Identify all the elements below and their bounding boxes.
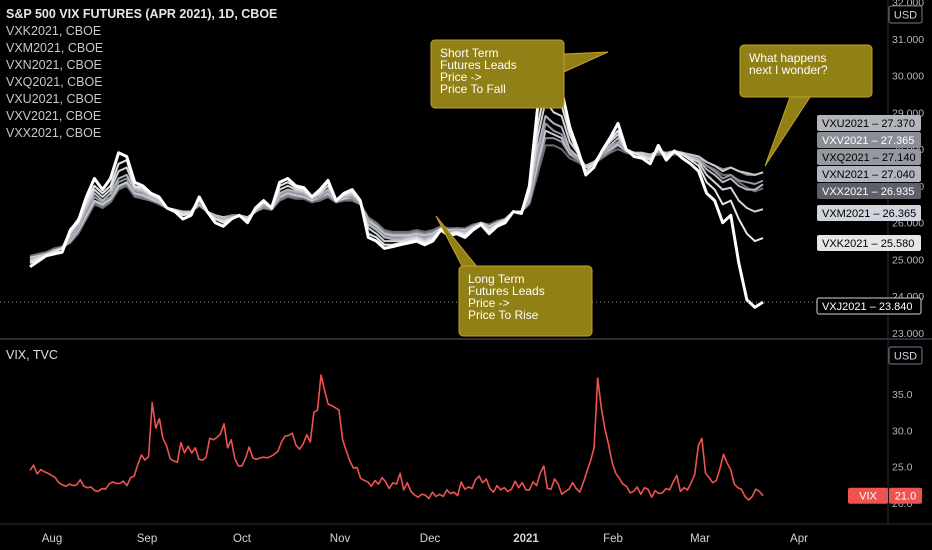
vix-last-value: 21.0 bbox=[895, 491, 916, 503]
annotation-text: Price To Rise bbox=[468, 308, 539, 322]
vix-chart-title: VIX, TVC bbox=[6, 348, 58, 362]
price-label-badge bbox=[817, 205, 921, 221]
price-axis-tick-label: 31.000 bbox=[892, 34, 924, 46]
annotation-text: Futures Leads bbox=[468, 284, 545, 298]
vix-axis-tick-label: 25.0 bbox=[892, 462, 913, 474]
usd-badge-main-label: USD bbox=[894, 10, 917, 22]
time-axis-tick-label: Sep bbox=[137, 533, 157, 545]
price-label-badge bbox=[817, 235, 921, 251]
price-label-badge bbox=[817, 166, 921, 182]
price-label-text: VXN2021 – 27.040 bbox=[822, 169, 915, 181]
time-axis-tick-label: 2021 bbox=[513, 533, 539, 545]
price-label-badge bbox=[817, 132, 921, 148]
price-axis-tick-label: 23.000 bbox=[892, 328, 924, 340]
legend-item: VXN2021, CBOE bbox=[6, 58, 102, 72]
price-label-text: VXX2021 – 26.935 bbox=[822, 186, 914, 198]
vix-axis-tick-label: 30.0 bbox=[892, 425, 913, 437]
price-axis-tick-label: 30.000 bbox=[892, 71, 924, 83]
legend-item: VXK2021, CBOE bbox=[6, 24, 102, 38]
vix-axis-tick-label: 35.0 bbox=[892, 389, 913, 401]
time-axis-tick-label: Aug bbox=[42, 533, 62, 545]
time-axis-tick-label: Oct bbox=[233, 533, 252, 545]
time-axis-tick-label: Apr bbox=[790, 533, 808, 545]
legend-item: VXU2021, CBOE bbox=[6, 92, 102, 106]
price-label-text: VXJ2021 – 23.840 bbox=[822, 301, 913, 313]
main-legend: S&P 500 VIX FUTURES (APR 2021), 1D, CBOE… bbox=[6, 6, 277, 142]
time-axis-tick-label: Feb bbox=[603, 533, 623, 545]
price-label-text: VXQ2021 – 27.140 bbox=[822, 152, 916, 164]
price-label-text: VXV2021 – 27.365 bbox=[822, 135, 914, 147]
annotation-text: next I wonder? bbox=[749, 63, 828, 77]
vix-last-symbol: VIX bbox=[859, 491, 877, 503]
series-line-vix bbox=[29, 374, 764, 501]
price-label-badge bbox=[817, 149, 921, 165]
time-axis-tick-label: Mar bbox=[690, 533, 710, 545]
annotation-callout-box bbox=[458, 265, 593, 337]
usd-badge-main bbox=[888, 5, 923, 24]
legend-item: VXX2021, CBOE bbox=[6, 126, 102, 140]
price-axis-tick-label: 25.000 bbox=[892, 254, 924, 266]
vix-last-value-badge bbox=[889, 487, 922, 504]
annotation-text: Price To Fall bbox=[440, 82, 506, 96]
price-label-badge bbox=[817, 115, 921, 131]
annotation-text: Long Term bbox=[468, 272, 524, 286]
annotation-callout-box bbox=[739, 44, 873, 98]
price-label-text: VXU2021 – 27.370 bbox=[822, 118, 915, 130]
price-axis-tick-label: 32.000 bbox=[892, 0, 924, 9]
series-line-vxj2021 bbox=[29, 63, 764, 309]
time-axis-tick-label: Nov bbox=[330, 533, 351, 545]
usd-badge-vix-label: USD bbox=[894, 351, 917, 363]
main-chart-title: S&P 500 VIX FUTURES (APR 2021), 1D, CBOE bbox=[6, 7, 278, 21]
annotation-callout-box bbox=[430, 39, 565, 109]
price-label-text: VXK2021 – 25.580 bbox=[822, 238, 914, 250]
annotation-text: What happens bbox=[749, 51, 826, 65]
legend-item: VXM2021, CBOE bbox=[6, 41, 104, 55]
price-label-text: VXM2021 – 26.365 bbox=[822, 208, 916, 220]
annotation-text: Futures Leads bbox=[440, 58, 517, 72]
series-line-vxm2021 bbox=[29, 100, 764, 263]
legend-item: VXV2021, CBOE bbox=[6, 109, 102, 123]
price-label-badge bbox=[816, 297, 922, 315]
vix-last-price-badge bbox=[848, 487, 888, 504]
time-axis-tick-label: Dec bbox=[420, 533, 441, 545]
price-label-badge bbox=[817, 183, 921, 199]
annotation-text: Price -> bbox=[468, 296, 510, 310]
series-line-vxu2021 bbox=[29, 129, 764, 259]
annotation-text: Price -> bbox=[440, 70, 482, 84]
legend-item: VXQ2021, CBOE bbox=[6, 75, 103, 89]
annotation-text: Short Term bbox=[440, 46, 498, 60]
usd-badge-vix bbox=[888, 346, 923, 365]
